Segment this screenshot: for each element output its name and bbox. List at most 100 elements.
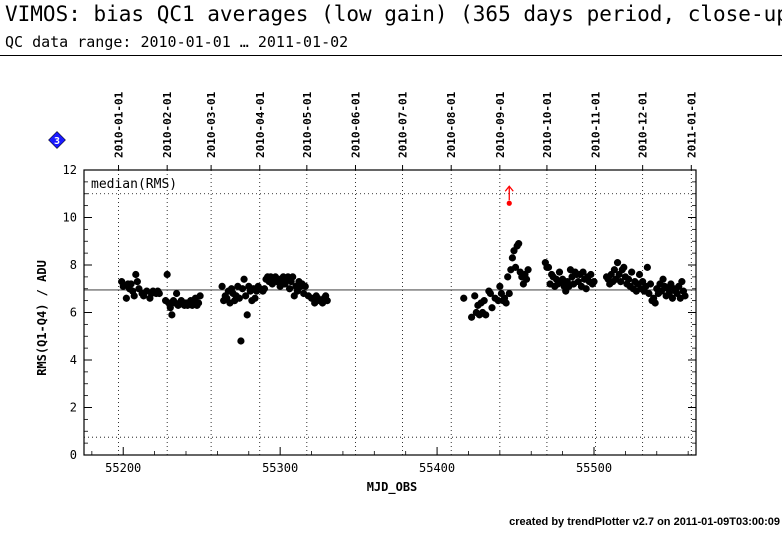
data-point bbox=[172, 289, 181, 298]
data-point bbox=[289, 273, 297, 281]
data-point bbox=[613, 259, 622, 267]
top-axis-date-label: 2010-05-01 bbox=[301, 91, 314, 158]
data-point bbox=[508, 254, 516, 262]
top-axis-date-label: 2010-02-01 bbox=[161, 91, 174, 158]
x-tick-label: 55400 bbox=[419, 461, 455, 475]
top-axis-date-label: 2010-09-01 bbox=[494, 91, 507, 158]
data-point bbox=[468, 313, 476, 321]
data-point bbox=[678, 278, 686, 286]
data-point bbox=[194, 299, 203, 307]
data-point bbox=[166, 304, 174, 312]
y-tick-label: 4 bbox=[70, 353, 77, 367]
top-axis-date-label: 2010-07-01 bbox=[397, 91, 410, 158]
data-point bbox=[515, 240, 523, 248]
data-points bbox=[118, 185, 689, 345]
x-axis-label: MJD_OBS bbox=[367, 480, 418, 495]
data-point bbox=[155, 289, 163, 298]
top-axis-date-label: 2010-01-01 bbox=[113, 91, 126, 158]
y-tick-label: 12 bbox=[63, 163, 77, 177]
data-point bbox=[486, 289, 495, 298]
data-point bbox=[511, 263, 520, 271]
data-point bbox=[133, 278, 141, 286]
data-point bbox=[645, 289, 653, 298]
page-title: VIMOS: bias QC1 averages (low gain) (365… bbox=[5, 2, 782, 26]
chart-gridlines bbox=[84, 170, 696, 455]
data-point bbox=[659, 275, 667, 283]
x-tick-label: 55200 bbox=[105, 461, 141, 475]
median-annotation: median(RMS) bbox=[91, 177, 177, 192]
data-point bbox=[681, 292, 689, 300]
badge-number: 3 bbox=[54, 136, 60, 147]
footer-credit: created by trendPlotter v2.7 on 2011-01-… bbox=[509, 516, 780, 528]
data-point bbox=[587, 270, 595, 279]
y-axis-label: RMS(Q1-Q4) / ADU bbox=[35, 260, 49, 376]
data-point bbox=[628, 268, 636, 276]
data-point bbox=[522, 275, 531, 283]
data-point bbox=[579, 268, 587, 276]
data-point bbox=[620, 263, 628, 271]
data-point bbox=[610, 266, 619, 274]
data-point bbox=[590, 278, 598, 286]
data-point bbox=[480, 297, 488, 305]
y-tick-label: 0 bbox=[70, 448, 77, 462]
data-point bbox=[668, 294, 677, 302]
top-axis-date-label: 2010-10-01 bbox=[541, 91, 554, 158]
top-axis-date-label: 2010-04-01 bbox=[254, 91, 267, 158]
data-point bbox=[482, 311, 490, 319]
x-tick-label: 55300 bbox=[262, 461, 298, 475]
data-point bbox=[460, 294, 468, 302]
data-point bbox=[285, 285, 294, 293]
data-point bbox=[524, 266, 532, 274]
data-point bbox=[505, 289, 513, 298]
data-point bbox=[617, 278, 625, 286]
data-point bbox=[163, 270, 171, 279]
top-axis-date-label: 2010-08-01 bbox=[445, 91, 458, 158]
data-point bbox=[237, 337, 245, 345]
y-tick-label: 8 bbox=[70, 258, 77, 272]
top-axis-date-label: 2010-06-01 bbox=[349, 91, 362, 158]
data-point bbox=[635, 270, 644, 279]
data-point bbox=[544, 263, 553, 271]
y-tick-label: 10 bbox=[63, 211, 77, 225]
y-tick-label: 6 bbox=[70, 306, 77, 320]
data-point bbox=[168, 311, 176, 319]
header-divider bbox=[0, 55, 782, 56]
page-subtitle: QC data range: 2010-01-01 … 2011-01-02 bbox=[5, 33, 349, 51]
data-point bbox=[651, 299, 659, 307]
outlier-point bbox=[506, 200, 512, 206]
data-point bbox=[323, 297, 331, 305]
data-point bbox=[218, 282, 226, 290]
data-point bbox=[555, 268, 564, 276]
data-point bbox=[471, 292, 479, 300]
data-point bbox=[260, 285, 269, 293]
chart-axes: 0 2 4 6 8 10 12 55200 55300 55400 55500 bbox=[63, 163, 697, 475]
data-point bbox=[240, 275, 248, 283]
top-date-axis: 2010-01-01 2010-02-01 2010-03-01 2010-04-01… bbox=[113, 91, 698, 170]
data-point bbox=[301, 282, 309, 290]
data-point bbox=[242, 292, 250, 300]
data-point bbox=[196, 292, 204, 300]
data-point bbox=[130, 292, 138, 300]
data-point bbox=[624, 275, 633, 283]
data-point bbox=[243, 311, 251, 319]
top-axis-date-label: 2011-01-01 bbox=[685, 91, 698, 158]
top-axis-date-label: 2010-12-01 bbox=[637, 91, 650, 158]
data-point bbox=[496, 282, 504, 290]
data-point bbox=[643, 263, 651, 271]
data-point bbox=[238, 285, 247, 293]
data-point bbox=[235, 294, 243, 302]
top-axis-date-label: 2010-11-01 bbox=[590, 91, 603, 158]
data-point bbox=[122, 294, 130, 302]
data-point bbox=[488, 304, 496, 312]
data-point bbox=[127, 280, 135, 288]
data-point bbox=[582, 285, 590, 293]
x-tick-label: 55500 bbox=[576, 461, 612, 475]
outlier-arrow-head bbox=[504, 185, 514, 192]
data-point bbox=[504, 273, 512, 281]
data-point bbox=[646, 280, 655, 288]
data-point bbox=[132, 270, 140, 279]
data-point bbox=[251, 294, 259, 302]
top-axis-date-label: 2010-03-01 bbox=[205, 91, 218, 158]
y-tick-label: 2 bbox=[70, 401, 77, 415]
